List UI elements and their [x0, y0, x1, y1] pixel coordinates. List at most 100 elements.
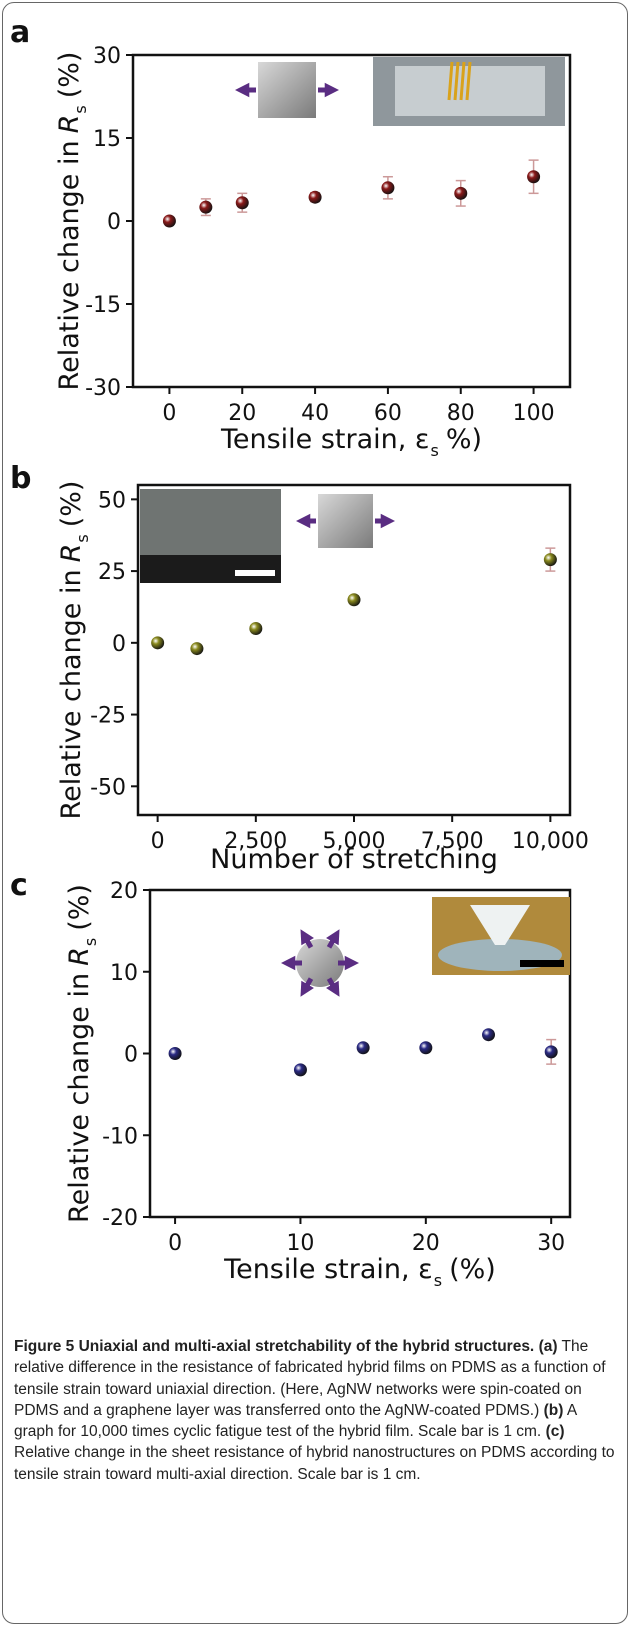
inset-sample — [258, 62, 316, 118]
y-axis-label-part: Relative change in — [56, 569, 87, 819]
y-axis-label-part: Relative change in — [54, 140, 85, 390]
data-point — [347, 593, 361, 607]
inset-probe — [459, 61, 466, 101]
x-tick-label: 10,000 — [512, 829, 589, 854]
y-axis-label-part: s — [81, 938, 100, 946]
y-axis-label-part: (%) — [54, 52, 85, 99]
panel-label: c — [10, 868, 28, 903]
inset-arrowhead — [326, 929, 340, 946]
panel-label: a — [10, 15, 30, 50]
y-tick-label: -50 — [90, 775, 126, 800]
x-axis-label: Tensile strain, εs (%) — [223, 1254, 496, 1290]
y-tick-label: -30 — [85, 376, 121, 401]
inset-sample — [296, 939, 344, 987]
data-point — [454, 186, 468, 200]
x-axis-label-part: s — [431, 441, 439, 460]
y-tick-label: 50 — [98, 488, 126, 513]
data-point — [190, 642, 204, 656]
x-axis-label-part: (%) — [449, 1254, 496, 1285]
y-axis-label-part: R — [64, 947, 95, 966]
inset-arrowhead — [326, 980, 340, 997]
y-axis-label-part: s — [71, 105, 90, 113]
y-tick-label: 30 — [93, 44, 121, 69]
data-point — [293, 1063, 307, 1077]
y-axis-label-part: Relative change in — [64, 973, 95, 1223]
caption: Figure 5 Uniaxial and multi-axial stretc… — [14, 1336, 616, 1485]
y-tick-label: -25 — [90, 704, 126, 729]
inset-arrowhead — [380, 513, 395, 529]
y-tick-label: 10 — [110, 961, 138, 986]
x-axis-label-part: %) — [446, 424, 482, 455]
y-tick-label: 15 — [93, 127, 121, 152]
y-axis-label: Relative change in Rs (%) — [54, 52, 90, 391]
data-point — [308, 190, 322, 204]
caption-label: Figure 5 — [14, 1338, 75, 1355]
y-axis-label-part: R — [54, 115, 85, 134]
x-tick-label: 7,500 — [421, 829, 484, 854]
x-tick-label: 60 — [374, 401, 402, 426]
inset-photo-part — [140, 555, 281, 583]
x-tick-label: 0 — [151, 829, 165, 854]
caption-text: The relative difference in the resistanc… — [14, 1338, 606, 1419]
caption-text: Relative change in the sheet resistance … — [14, 1444, 615, 1483]
data-point — [381, 181, 395, 195]
x-tick-label: 100 — [513, 401, 555, 426]
data-point — [168, 1047, 182, 1060]
y-axis-label-part: s — [73, 534, 92, 542]
x-tick-label: 2,500 — [224, 829, 287, 854]
y-tick-label: -10 — [102, 1124, 138, 1149]
x-tick-label: 30 — [537, 1231, 565, 1256]
inset-probe — [465, 61, 472, 101]
x-tick-label: 80 — [447, 401, 475, 426]
inset-probe — [447, 61, 454, 101]
x-axis-label-part: Number of stretching — [210, 844, 498, 875]
data-point — [162, 214, 176, 228]
inset-arrowhead — [300, 980, 314, 997]
x-tick-label: 10 — [286, 1231, 314, 1256]
inset-arrowhead — [296, 513, 311, 529]
x-axis-label-part: s — [434, 1271, 442, 1290]
y-axis-label-part: R — [56, 544, 87, 563]
y-tick-label: 0 — [112, 632, 126, 657]
y-axis-label: Relative change in Rs (%) — [56, 481, 92, 820]
data-point — [235, 196, 249, 210]
x-tick-label: 40 — [301, 401, 329, 426]
data-point — [249, 621, 263, 635]
x-tick-label: 20 — [412, 1231, 440, 1256]
y-axis-label: Relative change in Rs (%) — [64, 884, 100, 1223]
caption-tag: (a) — [538, 1338, 558, 1355]
data-point — [482, 1028, 496, 1042]
y-tick-label: 20 — [110, 879, 138, 904]
y-axis-label-part: (%) — [64, 884, 95, 931]
x-axis-label-part: Tensile strain, ε — [220, 424, 430, 455]
x-tick-label: 0 — [168, 1231, 182, 1256]
caption-body: (a) The relative difference in the resis… — [14, 1338, 615, 1483]
data-point — [527, 170, 541, 184]
y-tick-label: -15 — [85, 293, 121, 318]
caption-tag: (b) — [543, 1401, 564, 1419]
data-point — [419, 1041, 433, 1055]
inset-scale-bar — [520, 960, 564, 967]
data-point — [151, 636, 165, 650]
x-tick-label: 0 — [162, 401, 176, 426]
x-axis-label: Tensile strain, εs%) — [220, 424, 482, 460]
inset-arrowhead — [300, 929, 314, 946]
y-tick-label: -20 — [102, 1206, 138, 1231]
y-tick-label: 0 — [107, 210, 121, 235]
inset-arrowhead — [281, 955, 296, 971]
inset-scale-bar — [235, 570, 275, 576]
inset-photo-part — [470, 905, 530, 945]
panel-label: b — [10, 461, 31, 496]
inset-arrowhead — [344, 955, 359, 971]
y-tick-label: 25 — [98, 560, 126, 585]
caption-tag: (c) — [545, 1423, 565, 1441]
caption-title: Uniaxial and multi-axial stretchability … — [78, 1338, 535, 1355]
inset-probe — [453, 61, 460, 101]
y-tick-label: 0 — [124, 1043, 138, 1068]
inset-sample — [318, 494, 373, 548]
x-tick-label: 5,000 — [323, 829, 386, 854]
x-axis-label-part: Tensile strain, ε — [223, 1254, 433, 1285]
